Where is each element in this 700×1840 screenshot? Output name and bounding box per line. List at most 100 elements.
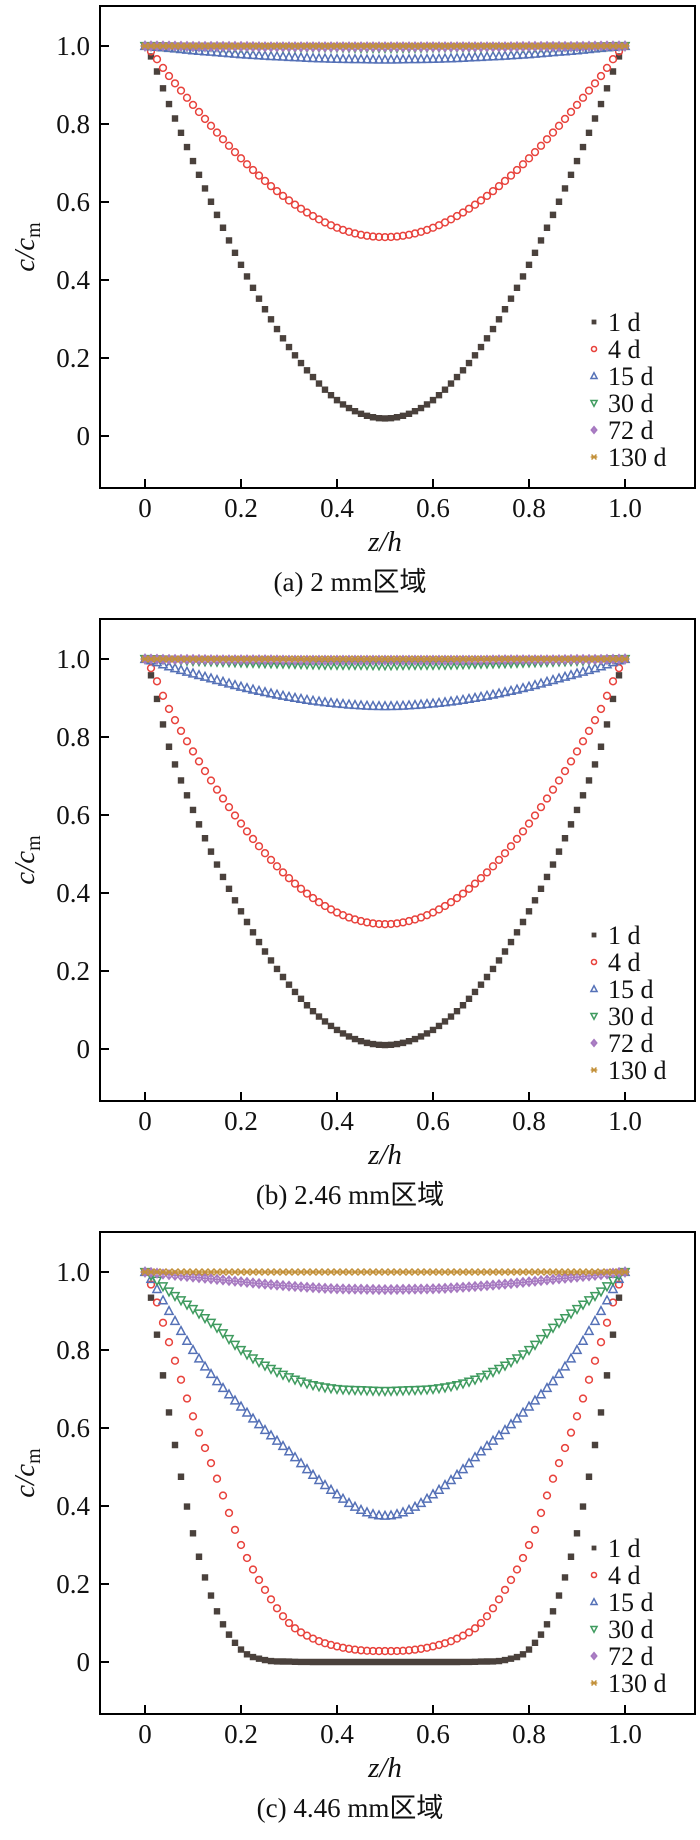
y-tick-label: 0.2	[56, 956, 90, 986]
series-markers	[140, 653, 630, 666]
y-tick-label: 0.6	[56, 800, 90, 830]
y-tick-label: 0.2	[56, 343, 90, 373]
y-tick-label: 0.4	[56, 1491, 90, 1521]
legend-marker	[589, 371, 599, 380]
y-axis-label: c/cm	[9, 835, 45, 885]
x-axis-label: z/h	[367, 526, 402, 558]
legend-marker	[591, 1545, 597, 1551]
series-markers	[140, 41, 630, 242]
x-tick-label: 0.8	[512, 1106, 546, 1136]
y-tick-label: 1.0	[56, 31, 90, 61]
legend-label: 130 d	[608, 1669, 667, 1698]
series-1d	[141, 42, 629, 422]
x-tick-label: 0.6	[416, 1719, 450, 1749]
subplot-c-caption: (c) 4.46 mm区域	[256, 1793, 444, 1823]
legend-item: 72 d	[590, 1642, 654, 1671]
legend-item: 15 d	[589, 975, 654, 1004]
legend-marker	[590, 425, 598, 435]
legend-label: 1 d	[608, 308, 641, 337]
series-130d	[140, 655, 630, 663]
legend-marker	[589, 1597, 599, 1606]
legend-item: 4 d	[590, 948, 641, 977]
series-72d	[140, 40, 630, 53]
y-tick-label: 0.2	[56, 1569, 90, 1599]
series-1d	[141, 655, 629, 1049]
legend-label: 4 d	[608, 948, 641, 977]
legend-item: 72 d	[590, 1029, 654, 1058]
axis-box	[99, 1231, 696, 1715]
series-4d	[140, 41, 630, 242]
legend-marker	[590, 1679, 598, 1687]
axis-box	[99, 5, 696, 489]
x-tick-label: 0.6	[416, 1106, 450, 1136]
legend-label: 30 d	[608, 389, 654, 418]
series-markers	[140, 655, 630, 663]
subplot-c: 0 0.2 0.4 0.6 0.8 1.0 0 0.2 0.4 0.6 0.8 1.0 c/cm z/h 1…	[0, 1226, 700, 1839]
x-tick-label: 0.8	[512, 1719, 546, 1749]
y-tick-label: 0	[77, 1647, 91, 1677]
legend-label: 15 d	[608, 975, 654, 1004]
x-tick-label: 0.4	[320, 493, 354, 523]
legend-marker	[590, 1066, 598, 1074]
legend-item: 1 d	[591, 1534, 641, 1563]
legend-marker	[590, 1651, 598, 1661]
series-markers	[141, 655, 629, 1049]
legend-item: 30 d	[589, 389, 654, 418]
series-markers	[140, 40, 630, 53]
legend-item: 15 d	[589, 1588, 654, 1617]
y-tick-label: 0.6	[56, 187, 90, 217]
x-tick-label: 0	[138, 493, 152, 523]
y-tick-label: 0	[77, 1034, 91, 1064]
legend-label: 4 d	[608, 1561, 641, 1590]
legend-marker	[589, 984, 599, 993]
x-tick-label: 1.0	[608, 1719, 642, 1749]
legend-item: 30 d	[589, 1615, 654, 1644]
legend-item: 130 d	[590, 1669, 667, 1698]
legend-item: 1 d	[591, 308, 641, 337]
series-markers	[141, 42, 629, 422]
x-tick-label: 0.6	[416, 493, 450, 523]
legend-label: 72 d	[608, 1642, 654, 1671]
series-130d	[140, 1268, 630, 1276]
y-tick-label: 1.0	[56, 644, 90, 674]
legend-label: 30 d	[608, 1615, 654, 1644]
series-4d	[140, 654, 630, 929]
x-tick-label: 0.2	[224, 1106, 258, 1136]
legend-marker	[590, 453, 598, 461]
legend-marker	[589, 1012, 599, 1021]
chart-b: 0 0.2 0.4 0.6 0.8 1.0 0 0.2 0.4 0.6 0.8 1.0 c/cm z/h 1…	[9, 618, 696, 1171]
series-72d	[140, 1266, 630, 1296]
series-markers	[140, 1266, 630, 1296]
series-72d	[140, 653, 630, 666]
legend-marker	[589, 399, 599, 408]
x-axis-label: z/h	[367, 1752, 402, 1784]
subplot-a: 0 0.2 0.4 0.6 0.8 1.0 0 0.2 0.4 0.6 0.8 1.0 c/cm z/h 1…	[0, 0, 700, 613]
y-tick-label: 0.4	[56, 878, 90, 908]
legend-label: 72 d	[608, 1029, 654, 1058]
y-axis-label: c/cm	[9, 222, 45, 272]
axis-box	[99, 618, 696, 1102]
y-axis-label: c/cm	[9, 1448, 45, 1498]
y-tick-label: 0.8	[56, 1335, 90, 1365]
y-tick-label: 0.8	[56, 722, 90, 752]
y-tick-label: 0.6	[56, 1413, 90, 1443]
series-markers	[140, 1268, 630, 1276]
legend-marker	[590, 958, 598, 966]
x-tick-label: 0.4	[320, 1719, 354, 1749]
legend-item: 4 d	[590, 1561, 641, 1590]
chart-c: 0 0.2 0.4 0.6 0.8 1.0 0 0.2 0.4 0.6 0.8 1.0 c/cm z/h 1…	[9, 1231, 696, 1784]
series-markers	[140, 42, 630, 50]
legend-item: 130 d	[590, 1056, 667, 1085]
legend-label: 4 d	[608, 335, 641, 364]
y-tick-label: 0.4	[56, 265, 90, 295]
legend-marker	[591, 932, 597, 938]
legend-marker	[589, 1625, 599, 1634]
legend-item: 15 d	[589, 362, 654, 391]
legend-label: 15 d	[608, 1588, 654, 1617]
y-tick-label: 0.8	[56, 109, 90, 139]
legend-label: 1 d	[608, 1534, 641, 1563]
x-tick-label: 0	[138, 1106, 152, 1136]
